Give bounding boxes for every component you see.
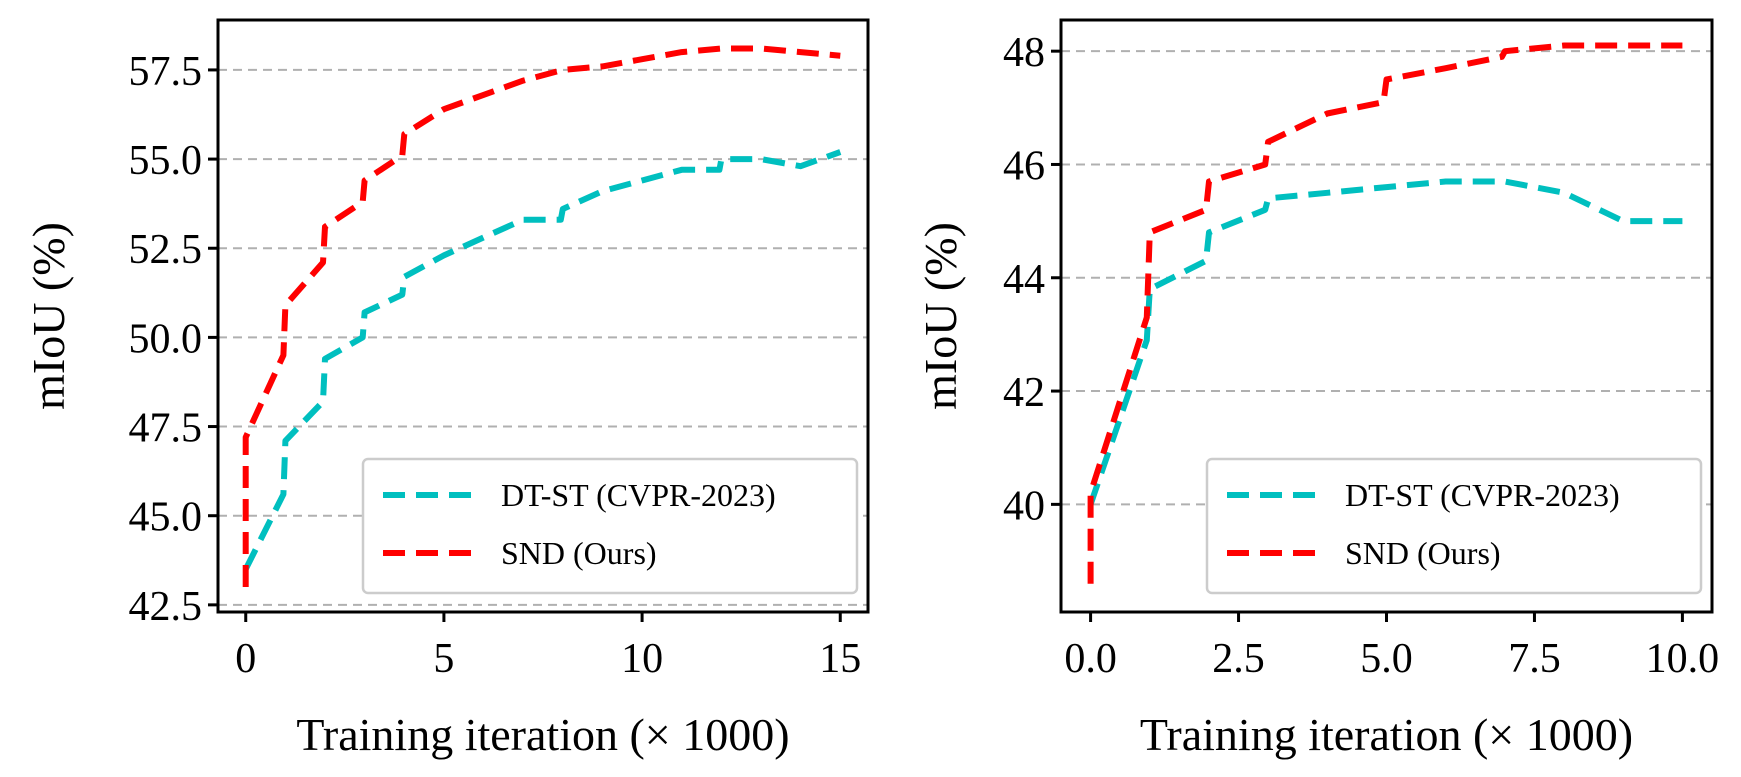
- y-tick-label: 42.5: [129, 584, 203, 630]
- x-tick-label: 0.0: [1064, 636, 1117, 682]
- legend-label-snd: SND (Ours): [1345, 535, 1501, 571]
- legend-box: [361, 457, 859, 595]
- legend-label-dt-st: DT-ST (CVPR-2023): [501, 477, 776, 513]
- series-line-dt-st: [243, 149, 842, 571]
- y-tick-label: 47.5: [129, 406, 203, 452]
- y-tick-label: 50.0: [129, 316, 203, 362]
- y-tick-label: 55.0: [129, 138, 203, 184]
- x-axis-title: Training iteration (× 1000): [296, 709, 789, 760]
- y-tick-label: 40: [1003, 483, 1045, 529]
- y-tick-label: 48: [1003, 30, 1045, 76]
- legend-label-dt-st: DT-ST (CVPR-2023): [1345, 477, 1620, 513]
- x-tick-label: 5: [433, 636, 454, 682]
- x-tick-label: 7.5: [1508, 636, 1561, 682]
- y-tick-label: 46: [1003, 143, 1045, 189]
- y-tick-label: 44: [1003, 257, 1045, 303]
- y-axis-title: mIoU (%): [915, 222, 966, 410]
- legend-box: [1205, 457, 1703, 595]
- y-tick-label: 52.5: [129, 227, 203, 273]
- x-tick-label: 0: [235, 636, 256, 682]
- legend: DT-ST (CVPR-2023) SND (Ours): [1205, 457, 1703, 595]
- y-axis-title: mIoU (%): [23, 222, 74, 410]
- x-tick-label: 10.0: [1646, 636, 1720, 682]
- x-tick-label: 5.0: [1360, 636, 1413, 682]
- legend: DT-ST (CVPR-2023) SND (Ours): [361, 457, 859, 595]
- x-tick-label: 10: [621, 636, 663, 682]
- series-line-dt-st: [1087, 178, 1683, 506]
- chart-panel-1: 42.5 45.0 47.5 50.0 52.5 55.0 57.5 0 5 10 15 Traini…: [23, 18, 870, 760]
- x-tick-label: 2.5: [1212, 636, 1265, 682]
- plot-frame: [216, 18, 870, 614]
- chart-panel-2: 40 42 44 46 48 0.0 2.5 5.0 7.5 10.0 Training itera…: [915, 18, 1720, 760]
- y-tick-label: 45.0: [129, 495, 203, 541]
- x-tick-label: 15: [819, 636, 861, 682]
- legend-label-snd: SND (Ours): [501, 535, 657, 571]
- x-axis-title: Training iteration (× 1000): [1140, 709, 1633, 760]
- y-tick-label: 42: [1003, 370, 1045, 416]
- series-line-snd: [1087, 42, 1683, 584]
- series-line-snd: [242, 45, 841, 587]
- y-tick-label: 57.5: [129, 49, 203, 95]
